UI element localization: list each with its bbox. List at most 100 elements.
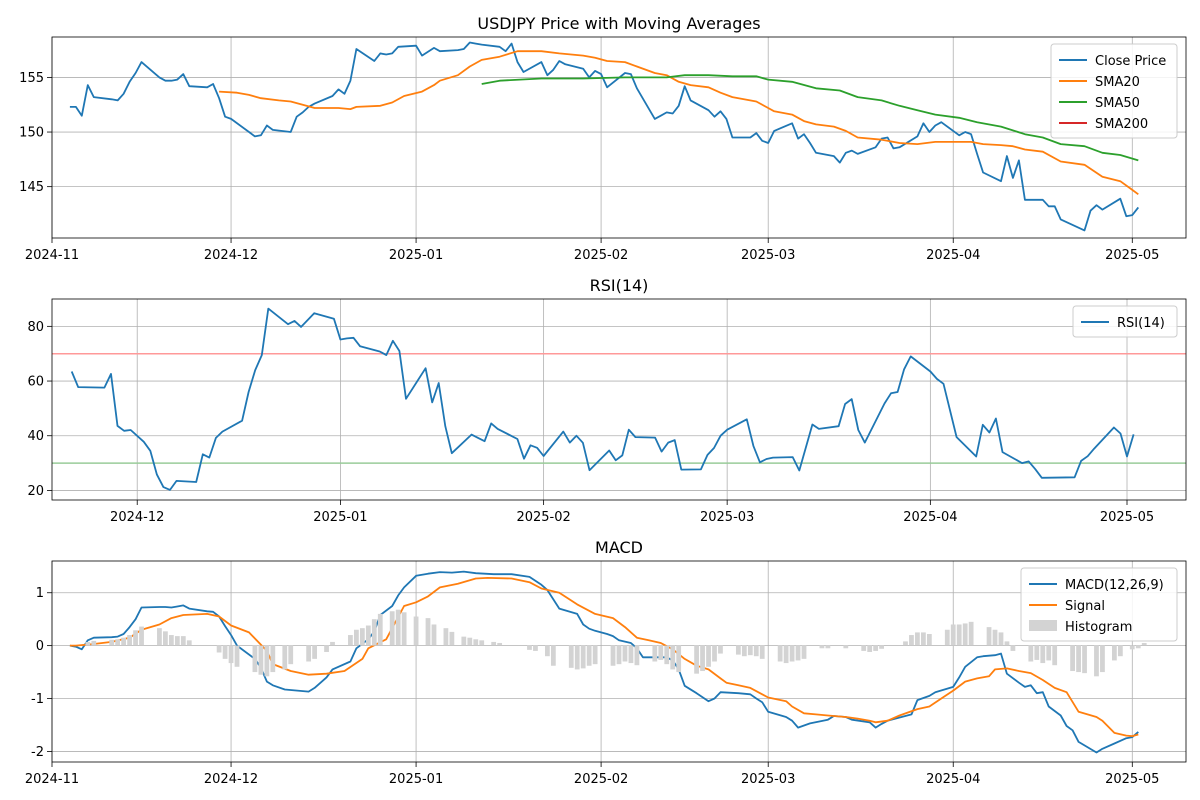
histogram-bar <box>527 645 532 650</box>
axes-frame <box>51 36 1187 239</box>
histogram-bar <box>586 645 592 666</box>
histogram-bar <box>747 645 753 656</box>
histogram-bar <box>1070 645 1075 672</box>
y-tick-label: -1 <box>31 692 44 707</box>
x-tick-label: 2025-05 <box>1105 248 1159 263</box>
histogram-bar <box>1052 645 1058 666</box>
histogram-bar <box>127 635 132 646</box>
histogram-bar <box>461 636 467 646</box>
histogram-bar <box>467 637 473 646</box>
histogram-bar <box>115 639 121 646</box>
histogram-bar <box>915 632 920 646</box>
plot-area <box>52 307 1186 491</box>
x-tick-label: 2025-01 <box>313 510 367 525</box>
x-tick-label: 2025-04 <box>926 248 980 263</box>
histogram-bar <box>664 645 670 665</box>
histogram-bar <box>473 639 479 646</box>
histogram-bar <box>789 645 795 662</box>
histogram-bar <box>926 633 932 646</box>
x-tick-label: 2025-05 <box>1105 772 1159 787</box>
histogram-bar <box>282 645 288 670</box>
histogram-bar <box>270 645 276 673</box>
histogram-bar <box>658 645 664 660</box>
histogram-bar <box>1135 645 1141 649</box>
legend-label: Histogram <box>1065 620 1132 635</box>
histogram-bar <box>1028 645 1034 662</box>
histogram-bar <box>306 645 312 662</box>
histogram-bar <box>909 635 914 646</box>
histogram-bar <box>921 632 926 646</box>
x-tick-label: 2025-02 <box>574 248 628 263</box>
histogram-bar <box>133 630 138 646</box>
histogram-bar <box>228 645 234 664</box>
histogram-bar <box>1046 645 1052 661</box>
histogram-bar <box>616 645 622 665</box>
x-tick-label: 2025-04 <box>903 510 957 525</box>
histogram-bar <box>186 640 192 646</box>
histogram-bar <box>628 645 634 664</box>
histogram-bar <box>139 626 144 646</box>
histogram-bar <box>712 645 717 662</box>
histogram-bar <box>795 645 801 661</box>
legend-box <box>1072 305 1178 338</box>
histogram-bar <box>371 619 377 646</box>
legend-label: SMA50 <box>1095 96 1140 111</box>
x-tick-label: 2025-05 <box>1100 510 1154 525</box>
histogram-bar <box>962 623 968 646</box>
histogram-bar <box>735 645 741 655</box>
histogram-bar <box>121 637 127 646</box>
histogram-bar <box>777 645 783 662</box>
histogram-bar <box>479 640 485 646</box>
chart-title: RSI(14) <box>590 276 649 295</box>
plot-area <box>69 570 1147 754</box>
histogram-bar <box>574 645 580 670</box>
histogram-bar <box>216 645 222 653</box>
histogram-bar <box>544 645 550 657</box>
histogram-bar <box>1010 645 1016 651</box>
histogram-bar <box>676 645 682 673</box>
histogram-bar <box>377 613 383 646</box>
series-line <box>481 74 1139 162</box>
histogram-bar <box>753 645 759 657</box>
histogram-bar <box>1100 645 1105 673</box>
x-tick-label: 2025-03 <box>741 248 795 263</box>
histogram-bar <box>91 640 97 646</box>
histogram-bar <box>622 645 628 662</box>
histogram-bar <box>956 624 962 646</box>
chart-title: MACD <box>595 538 643 557</box>
histogram-bar <box>592 645 598 665</box>
legend: Close Price SMA20 SMA50 SMA200 <box>1050 43 1178 139</box>
histogram-bar <box>365 625 371 646</box>
histogram-bar <box>998 632 1004 646</box>
histogram-bar <box>180 636 186 646</box>
histogram-bar <box>950 624 956 646</box>
histogram-bar <box>163 631 168 646</box>
histogram-bar <box>550 645 556 666</box>
histogram-bar <box>903 641 908 646</box>
x-tick-label: 2025-02 <box>516 510 570 525</box>
axes-frame <box>51 298 1187 501</box>
histogram-bar <box>359 628 365 646</box>
histogram-bar <box>879 645 884 649</box>
legend-label: Close Price <box>1095 54 1166 69</box>
histogram-bar <box>443 628 449 646</box>
x-tick-label: 2025-04 <box>926 772 980 787</box>
legend-label: RSI(14) <box>1117 316 1165 331</box>
histogram-bar <box>1141 642 1147 646</box>
y-tick-label: 145 <box>19 180 44 195</box>
legend: MACD(12,26,9) Signal Histogram <box>1020 567 1178 642</box>
histogram-bar <box>700 645 705 672</box>
x-tick-label: 2024-12 <box>204 248 258 263</box>
histogram-bar <box>449 631 455 646</box>
plot-area <box>69 41 1140 232</box>
histogram-bar <box>759 645 765 659</box>
histogram-bar <box>801 645 807 659</box>
x-tick-label: 2024-11 <box>25 772 79 787</box>
histogram-bar <box>413 616 419 646</box>
histogram-bar <box>992 629 998 646</box>
histogram-bar <box>431 624 437 646</box>
histogram-bar <box>706 645 711 667</box>
histogram-bar <box>222 645 228 659</box>
histogram-bar <box>968 621 974 646</box>
